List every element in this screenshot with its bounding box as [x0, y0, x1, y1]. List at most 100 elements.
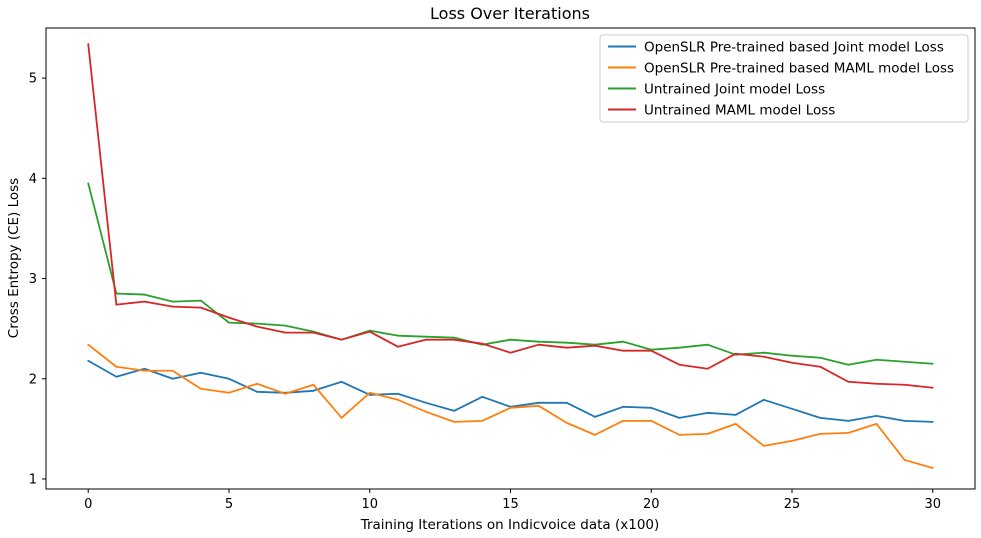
series-2-point — [875, 422, 878, 425]
series-2-point — [903, 459, 906, 461]
series-4-point — [199, 306, 202, 309]
chart-title: Loss Over Iterations — [430, 4, 590, 23]
legend-label: Untrained Joint model Loss — [644, 82, 825, 98]
series-4-point — [228, 316, 230, 319]
series-3-point — [284, 324, 287, 327]
series-2-point — [453, 420, 456, 423]
series-2-point — [565, 421, 568, 424]
series-2-point — [396, 398, 399, 401]
x-tick-label: 5 — [225, 497, 233, 512]
x-axis-label: Training Iterations on Indicvoice data (… — [360, 517, 660, 533]
series-1-point — [903, 419, 906, 422]
series-1-point — [143, 367, 146, 370]
series-4-point — [622, 349, 625, 352]
series-4-point — [481, 342, 484, 345]
series-2-point — [819, 432, 822, 435]
series-1 — [87, 359, 934, 423]
series-3-point — [931, 362, 934, 365]
series-4-point — [678, 363, 681, 366]
series-2-point — [537, 404, 540, 407]
series-4-point — [650, 349, 653, 352]
y-tick-label: 1 — [29, 472, 37, 487]
series-2-point — [594, 433, 596, 436]
x-tick-label: 10 — [361, 497, 378, 512]
series-3-point — [143, 293, 146, 296]
series-4-point — [284, 331, 287, 334]
series-1-point — [199, 371, 202, 374]
series-2-point — [678, 433, 681, 436]
series-1-point — [425, 401, 427, 404]
y-tick-label: 3 — [29, 272, 37, 287]
legend: OpenSLR Pre-trained based Joint model Lo… — [599, 34, 969, 123]
series-4-point — [115, 303, 118, 306]
series-3-line — [87, 183, 933, 366]
legend-box — [599, 34, 969, 123]
series-3-point — [396, 334, 399, 337]
series-1-point — [340, 380, 343, 383]
series-2-point — [256, 382, 259, 385]
series-1-point — [847, 419, 850, 422]
series-3-point — [875, 358, 878, 361]
series-4-point — [396, 345, 399, 348]
series-4-point — [594, 344, 596, 347]
x-tick-label: 20 — [643, 497, 660, 512]
series-1-point — [622, 405, 625, 408]
series-4 — [87, 43, 934, 389]
series-1-point — [762, 398, 765, 401]
series-4-point — [171, 305, 174, 308]
series-1-point — [312, 389, 315, 392]
series-4-point — [706, 367, 709, 370]
series-1-point — [819, 416, 822, 419]
series-1-point — [256, 390, 259, 393]
series-2-point — [87, 343, 90, 346]
y-axis-label: Cross Entropy (CE) Loss — [6, 178, 22, 338]
x-tick-label: 30 — [924, 497, 941, 512]
series-1-point — [565, 401, 568, 404]
series-1-point — [171, 377, 174, 380]
series-4-point — [340, 338, 343, 341]
series-2-point — [734, 422, 737, 425]
series-1-point — [537, 401, 540, 404]
series-4-point — [87, 43, 90, 45]
series-4-point — [565, 346, 568, 349]
series-1-point — [791, 407, 793, 410]
series-group — [87, 43, 934, 469]
series-1-point — [453, 409, 456, 412]
series-4-point — [368, 330, 371, 333]
series-4-point — [256, 325, 259, 328]
series-2-point — [368, 391, 371, 394]
series-2-point — [425, 410, 427, 413]
x-axis: 0 5 10 15 20 25 30 — [84, 489, 941, 512]
series-2-point — [847, 431, 850, 434]
series-1-point — [228, 377, 230, 380]
series-3-point — [87, 182, 90, 185]
series-1-point — [875, 414, 878, 417]
series-3 — [87, 182, 934, 366]
series-1-point — [734, 413, 737, 416]
series-2-point — [706, 432, 709, 435]
series-4-point — [791, 361, 793, 364]
series-4-point — [762, 355, 765, 358]
x-tick-label: 15 — [502, 497, 519, 512]
series-3-point — [256, 322, 259, 325]
series-1-point — [650, 406, 653, 409]
series-2-point — [791, 440, 793, 442]
series-3-point — [762, 351, 765, 354]
series-3-point — [791, 354, 793, 357]
series-2-point — [199, 387, 202, 390]
series-3-point — [622, 340, 625, 343]
series-1-point — [87, 359, 90, 362]
series-4-point — [875, 382, 878, 385]
series-4-point — [847, 380, 850, 383]
y-tick-label: 5 — [29, 72, 37, 87]
series-2-point — [115, 365, 118, 368]
series-3-point — [537, 340, 540, 343]
series-2-point — [284, 392, 287, 395]
series-1-point — [594, 415, 596, 418]
series-2-point — [171, 369, 174, 372]
y-tick-label: 4 — [29, 172, 37, 187]
series-2-point — [622, 419, 625, 422]
series-3-point — [903, 360, 906, 363]
series-1-point — [706, 411, 709, 414]
